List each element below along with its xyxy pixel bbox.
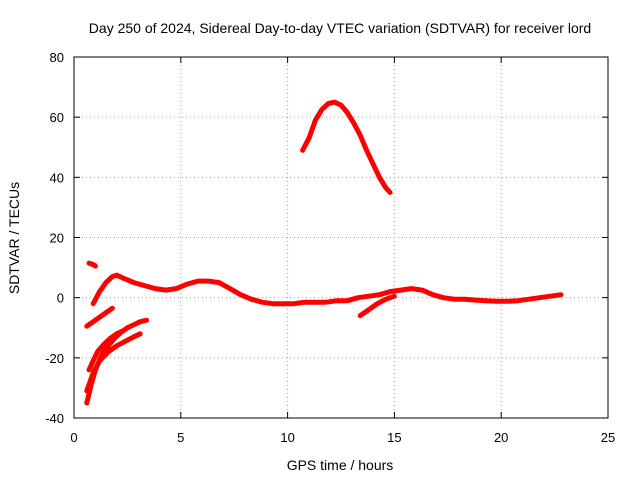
chart-title: Day 250 of 2024, Sidereal Day-to-day VTE…	[89, 20, 591, 36]
series-arc-e	[86, 260, 98, 269]
y-tick-label: -40	[45, 411, 64, 426]
series-arc-c	[86, 328, 126, 373]
y-tick-label: 0	[57, 291, 64, 306]
x-tick-label: 5	[177, 430, 184, 445]
series-arc-main	[90, 272, 564, 307]
y-tick-label: 80	[50, 50, 64, 65]
y-tick-label: 20	[50, 231, 64, 246]
x-axis-label: GPS time / hours	[287, 457, 394, 473]
x-tick-label: 0	[70, 430, 77, 445]
x-tick-label: 25	[601, 430, 615, 445]
series-arc-b	[84, 331, 143, 394]
series-arc-f	[357, 293, 397, 319]
y-tick-label: -20	[45, 351, 64, 366]
series-arc-peak	[300, 99, 393, 195]
x-tick-label: 15	[387, 430, 401, 445]
y-tick-label: 60	[50, 110, 64, 125]
y-axis-label: SDTVAR / TECUs	[6, 182, 22, 294]
ticks: 0 5 10 15 20 25 -40 -20 0 20 40 60 80	[45, 50, 615, 445]
x-tick-label: 10	[280, 430, 294, 445]
y-tick-label: 40	[50, 170, 64, 185]
x-tick-label: 20	[494, 430, 508, 445]
series-layer	[84, 99, 564, 406]
series-arc-d	[84, 305, 115, 329]
grid	[74, 57, 608, 418]
